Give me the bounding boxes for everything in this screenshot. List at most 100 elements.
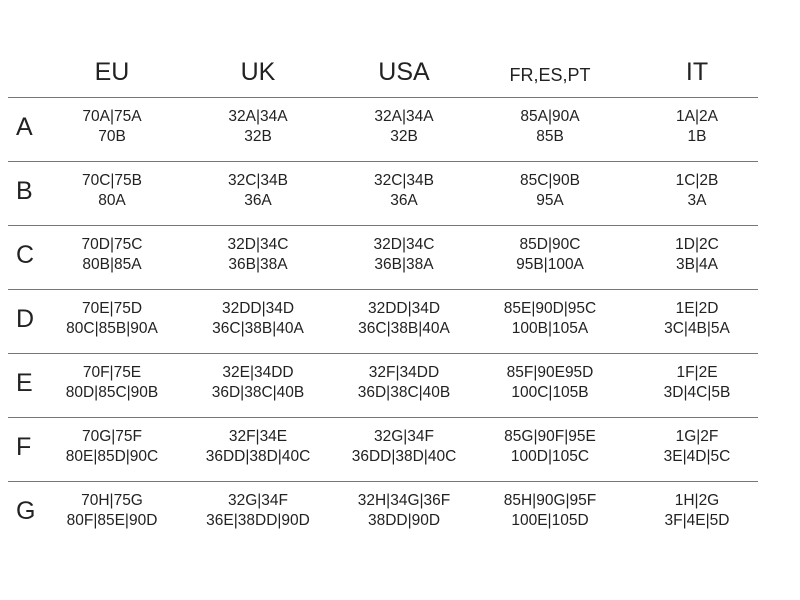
cell-line: 36C|38B|40A (212, 320, 304, 337)
cell-line: 32G|34F (227, 492, 289, 509)
cell-line: 3A (687, 192, 707, 209)
table-cell: 32DD|34D 36C|38B|40A (212, 299, 304, 339)
cell-line: 70A|75A (82, 108, 142, 125)
table-cell: 32G|34F 36DD|38D|40C (352, 427, 457, 467)
table-cell: 1E|2D 3C|4B|5A (664, 299, 730, 339)
table-cell: 1C|2B 3A (676, 171, 719, 211)
row-divider (8, 481, 758, 482)
row-label: G (16, 497, 36, 525)
table-cell: 70E|75D 80C|85B|90A (66, 299, 158, 339)
cell-line: 1E|2D (675, 300, 719, 317)
table-cell: 1F|2E 3D|4C|5B (664, 363, 731, 403)
table-cell: 32C|34B 36A (374, 171, 434, 211)
table-cell: 1A|2A 1B (676, 107, 718, 147)
table-cell: 32A|34A 32B (374, 107, 433, 147)
cell-line: 36A (244, 192, 272, 209)
cell-line: 32H|34G|36F (357, 492, 451, 509)
cell-line: 36B|38A (374, 256, 434, 273)
cell-line: 85F|90E95D (506, 364, 594, 381)
row-divider (8, 289, 758, 290)
cell-line: 32A|34A (228, 108, 288, 125)
cell-line: 32B (244, 128, 272, 145)
cell-line: 85C|90B (519, 172, 581, 189)
table-cell: 85F|90E95D 100C|105B (507, 363, 594, 403)
cell-line: 70F|75E (82, 364, 142, 381)
cell-line: 1D|2C (675, 236, 719, 253)
row-label: B (16, 177, 33, 205)
cell-line: 36C|38B|40A (358, 320, 450, 337)
row-divider (8, 225, 758, 226)
cell-line: 32C|34B (373, 172, 435, 189)
row-label: F (16, 433, 32, 461)
cell-line: 80E|85D|90C (65, 448, 159, 465)
cell-line: 32F|34E (228, 428, 288, 445)
cell-line: 80D|85C|90B (65, 384, 159, 401)
cell-line: 36B|38A (228, 256, 288, 273)
cell-line: 36A (390, 192, 418, 209)
cell-line: 36D|38C|40B (211, 384, 305, 401)
row-divider (8, 161, 758, 162)
table-cell: 85C|90B 95A (520, 171, 580, 211)
cell-line: 1H|2G (674, 492, 720, 509)
row-label: A (16, 113, 33, 141)
table-cell: 70A|75A 70B (82, 107, 141, 147)
cell-line: 3B|4A (676, 256, 718, 273)
table-cell: 32C|34B 36A (228, 171, 288, 211)
cell-line: 80A (98, 192, 126, 209)
cell-line: 32DD|34D (221, 300, 295, 317)
table-cell: 32DD|34D 36C|38B|40A (358, 299, 450, 339)
cell-line: 80F|85E|90D (66, 512, 158, 529)
cell-line: 32A|34A (374, 108, 434, 125)
cell-line: 1F|2E (676, 364, 718, 381)
cell-line: 85E|90D|95C (503, 300, 597, 317)
row-divider (8, 417, 758, 418)
table-cell: 70D|75C 80B|85A (82, 235, 143, 275)
cell-line: 36D|38C|40B (357, 384, 451, 401)
row-divider (8, 353, 758, 354)
table-cell: 85A|90A 85B (520, 107, 579, 147)
table-cell: 32A|34A 32B (228, 107, 287, 147)
cell-line: 1G|2F (675, 428, 719, 445)
table-cell: 32D|34C 36B|38A (374, 235, 435, 275)
table-cell: 85H|90G|95F 100E|105D (504, 491, 597, 531)
table-cell: 70F|75E 80D|85C|90B (66, 363, 159, 403)
cell-line: 70C|75B (81, 172, 143, 189)
cell-line: 100E|105D (511, 512, 589, 529)
cell-line: 32B (390, 128, 418, 145)
cell-line: 100C|105B (511, 384, 589, 401)
cell-line: 80B|85A (82, 256, 142, 273)
column-header: UK (240, 58, 276, 86)
cell-line: 1B (687, 128, 707, 145)
cell-line: 36DD|38D|40C (205, 448, 311, 465)
column-header: FR,ES,PT (509, 65, 591, 85)
cell-line: 70D|75C (81, 236, 143, 253)
table-cell: 70C|75B 80A (82, 171, 142, 211)
cell-line: 85D|90C (519, 236, 581, 253)
table-cell: 32D|34C 36B|38A (228, 235, 289, 275)
cell-line: 32C|34B (227, 172, 289, 189)
cell-line: 3C|4B|5A (664, 320, 730, 337)
cell-line: 85B (536, 128, 564, 145)
cell-line: 85G|90F|95E (504, 428, 596, 445)
table-cell: 70G|75F 80E|85D|90C (66, 427, 159, 467)
cell-line: 70H|75G (81, 492, 143, 509)
row-label: D (16, 305, 35, 333)
cell-line: 85H|90G|95F (503, 492, 597, 509)
table-cell: 70H|75G 80F|85E|90D (67, 491, 158, 531)
header-divider (8, 97, 758, 98)
cell-line: 3F|4E|5D (664, 512, 730, 529)
cell-line: 1A|2A (676, 108, 718, 125)
row-label: C (16, 241, 35, 269)
cell-line: 70E|75D (81, 300, 143, 317)
column-header: EU (94, 58, 130, 86)
cell-line: 3D|4C|5B (663, 384, 731, 401)
cell-line: 32F|34DD (368, 364, 440, 381)
table-cell: 1G|2F 3E|4D|5C (664, 427, 731, 467)
cell-line: 36E|38DD|90D (206, 512, 310, 529)
table-cell: 85G|90F|95E 100D|105C (504, 427, 596, 467)
row-label: E (16, 369, 33, 397)
table-cell: 32F|34DD 36D|38C|40B (358, 363, 451, 403)
cell-line: 38DD|90D (367, 512, 441, 529)
cell-line: 32D|34C (373, 236, 435, 253)
table-cell: 1D|2C 3B|4A (675, 235, 719, 275)
